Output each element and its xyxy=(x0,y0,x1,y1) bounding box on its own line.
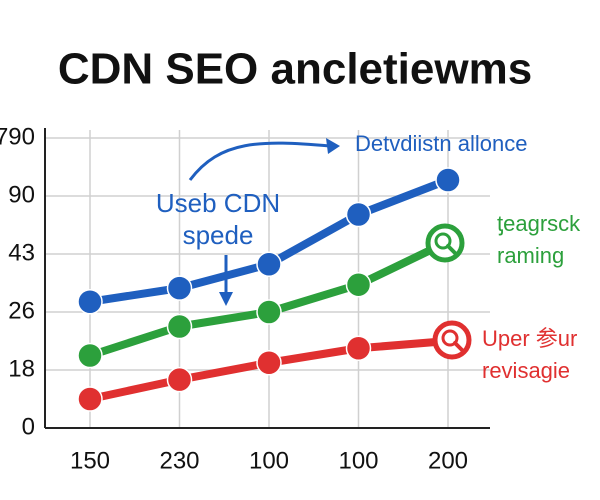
chart-title: CDN SEO ancletiewms xyxy=(58,45,532,94)
annotation: Useb CDN xyxy=(156,188,280,218)
x-tick-label: 100 xyxy=(338,447,378,474)
y-tick-label: 90 xyxy=(8,181,35,208)
point xyxy=(345,271,372,298)
point xyxy=(345,335,372,361)
icon xyxy=(434,232,452,250)
y-tick-label: 43 xyxy=(8,239,35,266)
point xyxy=(256,251,282,277)
arrow-head xyxy=(219,292,233,306)
x-tick-label: 200 xyxy=(428,447,468,474)
x-tick-label: 150 xyxy=(70,447,110,474)
x-tick-label: 100 xyxy=(249,447,289,474)
icon xyxy=(425,223,465,263)
point xyxy=(256,350,282,376)
icon xyxy=(453,341,464,352)
y-tick-label: 26 xyxy=(8,297,35,324)
point xyxy=(77,289,103,315)
point xyxy=(77,342,103,369)
point xyxy=(345,201,372,228)
y-tick-label: 790 xyxy=(0,123,35,150)
y-tick-label: 18 xyxy=(8,355,35,382)
icon xyxy=(446,244,457,255)
annotation: raming xyxy=(497,243,564,268)
annotation: Uper 参ur xyxy=(482,326,577,351)
point xyxy=(435,167,461,193)
x-tick-label: 230 xyxy=(159,447,199,474)
point xyxy=(166,313,193,340)
annotation: Detvdiistn allonce xyxy=(355,131,527,156)
y-tick-label: 0 xyxy=(22,413,35,440)
icon xyxy=(441,329,459,347)
arrow xyxy=(188,141,331,181)
annotation: ƫeagrsck xyxy=(497,211,581,236)
point xyxy=(166,366,193,393)
icon xyxy=(432,320,472,360)
annotation: revisagie xyxy=(482,358,570,383)
arrow-head xyxy=(326,138,340,154)
annotation: spede xyxy=(183,220,254,250)
point xyxy=(166,275,193,301)
point xyxy=(256,299,282,325)
point xyxy=(77,386,103,412)
